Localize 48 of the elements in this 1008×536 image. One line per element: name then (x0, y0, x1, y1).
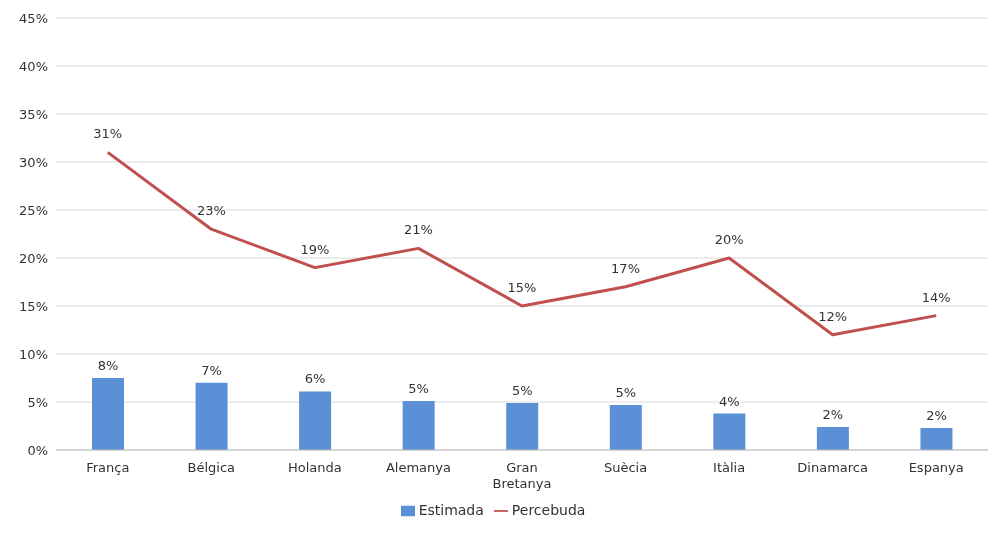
data-label: 17% (611, 260, 641, 276)
y-tick-label: 40% (19, 58, 48, 74)
data-label: 15% (507, 280, 537, 295)
bar (299, 391, 332, 450)
data-label: 5% (615, 384, 637, 400)
x-tick-label: Espanya (908, 460, 964, 475)
bar (402, 401, 435, 450)
data-label: 5% (408, 381, 429, 397)
y-tick-label: 15% (19, 298, 48, 314)
bar (195, 382, 228, 450)
legend-label: Estimada (418, 502, 484, 518)
data-label: 14% (921, 289, 951, 305)
bar (609, 404, 642, 450)
y-tick-label: 20% (19, 250, 48, 266)
x-tick-label: Gran Bretanya (492, 460, 552, 491)
legend-label: Percebuda (511, 502, 586, 518)
x-tick-label: Suècia (603, 460, 648, 475)
x-tick-label: Bélgica (187, 460, 236, 475)
y-tick-label: 30% (19, 154, 48, 170)
data-label: 5% (511, 382, 533, 398)
data-label: 7% (201, 362, 222, 378)
bar (92, 378, 124, 450)
bar (713, 413, 746, 450)
y-tick-label: 10% (19, 346, 48, 362)
bar (506, 402, 539, 450)
x-tick-label: França (86, 460, 130, 475)
y-tick-label: 25% (19, 202, 48, 218)
data-label: 21% (403, 222, 433, 238)
x-tick-label: Dinamarca (797, 460, 868, 475)
x-tick-label: Itàlia (713, 460, 746, 475)
data-label: 23% (196, 203, 226, 219)
data-label: 2% (926, 407, 947, 423)
x-tick-label: Alemanya (385, 460, 451, 475)
data-label: 20% (714, 232, 744, 247)
data-label: 8% (97, 358, 119, 373)
data-label: 12% (818, 308, 848, 324)
bar (920, 427, 953, 450)
bar (816, 426, 849, 450)
data-label: 4% (719, 393, 740, 409)
y-tick-label: 5% (27, 394, 48, 410)
data-label: 6% (304, 371, 326, 387)
y-tick-label: 45% (19, 10, 48, 26)
x-tick-label: Holanda (288, 460, 342, 475)
y-tick-label: 0% (27, 442, 48, 458)
data-label: 31% (93, 126, 123, 142)
y-tick-label: 35% (19, 106, 48, 122)
data-label: 2% (822, 406, 844, 422)
data-label: 19% (300, 241, 330, 257)
